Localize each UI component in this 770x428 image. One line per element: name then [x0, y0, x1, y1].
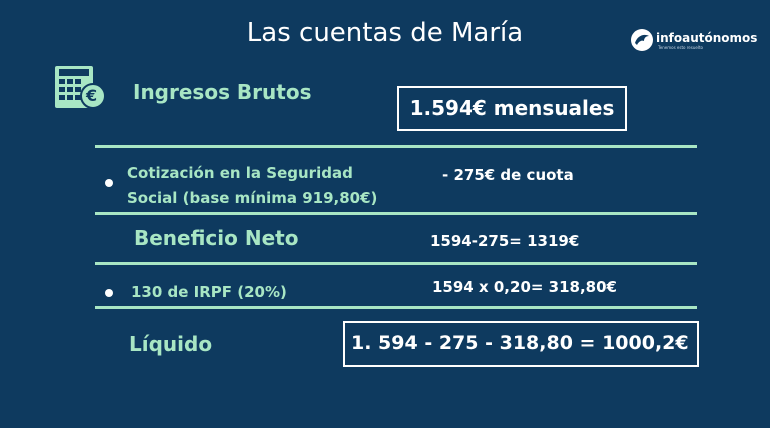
divider	[95, 145, 697, 148]
bullet	[105, 179, 113, 187]
page-title: Las cuentas de María	[246, 18, 524, 48]
brand-name: infoautónomos	[656, 31, 758, 45]
liquido-value-box: 1. 594 - 275 - 318,80 = 1000,2€	[343, 321, 699, 367]
beneficio-label: Beneficio Neto	[134, 226, 299, 250]
ingresos-label: Ingresos Brutos	[133, 80, 312, 104]
divider	[95, 212, 697, 215]
liquido-label: Líquido	[129, 332, 213, 356]
irpf-label: 130 de IRPF (20%)	[131, 283, 287, 301]
divider	[95, 262, 697, 265]
liquido-value: 1. 594 - 275 - 318,80 = 1000,2€	[351, 332, 689, 354]
ingresos-value: 1.594€ mensuales	[409, 96, 615, 120]
ingresos-value-box: 1.594€ mensuales	[397, 86, 627, 131]
beneficio-value: 1594-275= 1319€	[430, 232, 580, 250]
euro-symbol: €	[86, 86, 98, 105]
bullet	[105, 289, 113, 297]
dolphin-logo-icon	[631, 29, 653, 51]
cotizacion-label: Cotización en la Seguridad Social (base …	[127, 164, 378, 207]
brand-tagline: Tenemos esto resuelto	[658, 45, 703, 50]
calculator-euro-icon: €	[55, 66, 107, 114]
irpf-value: 1594 x 0,20= 318,80€	[432, 278, 617, 296]
divider	[95, 306, 697, 309]
cotizacion-value: - 275€ de cuota	[442, 166, 574, 184]
